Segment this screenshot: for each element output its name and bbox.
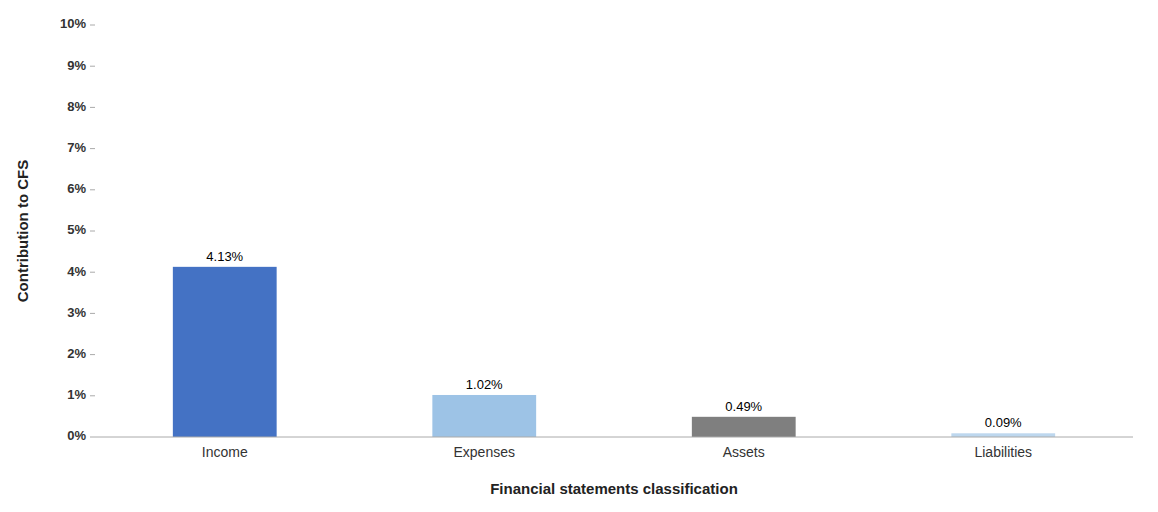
y-tick <box>90 354 95 355</box>
data-label: 1.02% <box>466 377 503 392</box>
y-tick <box>90 437 95 438</box>
y-tick <box>90 107 95 108</box>
y-tick-label: 2% <box>67 346 86 361</box>
bars <box>173 267 1055 437</box>
y-tick-label: 1% <box>67 387 86 402</box>
y-tick <box>90 148 95 149</box>
y-tick <box>90 272 95 273</box>
y-tick-label: 7% <box>67 140 86 155</box>
y-tick-label: 8% <box>67 99 86 114</box>
y-tick-label: 0% <box>67 428 86 443</box>
y-tick <box>90 189 95 190</box>
y-tick <box>90 25 95 26</box>
x-tick-label: Income <box>202 444 248 460</box>
data-label: 4.13% <box>206 249 243 264</box>
y-axis: 0% 1% 2% 3% 4% 5% 6% 7% 8% 9% 10% <box>60 16 95 443</box>
y-tick-label: 9% <box>67 58 86 73</box>
y-tick-label: 3% <box>67 305 86 320</box>
x-axis-line <box>95 437 1133 438</box>
x-tick-label: Expenses <box>454 444 515 460</box>
y-tick-label: 5% <box>67 222 86 237</box>
y-axis-label: Contribution to CFS <box>14 160 31 302</box>
y-tick <box>90 231 95 232</box>
bar <box>692 417 796 437</box>
y-tick <box>90 395 95 396</box>
data-labels: 4.13% 1.02% 0.49% 0.09% <box>206 249 1022 430</box>
data-label: 0.49% <box>725 399 762 414</box>
x-tick-label: Assets <box>723 444 765 460</box>
y-tick-label: 4% <box>67 264 86 279</box>
x-axis-label: Financial statements classification <box>490 480 738 497</box>
x-tick-label: Liabilities <box>974 444 1032 460</box>
y-tick <box>90 313 95 314</box>
chart: 0% 1% 2% 3% 4% 5% 6% 7% 8% 9% 10% 4.13% 1.02% 0.49% 0.… <box>0 0 1158 512</box>
bar <box>951 433 1055 437</box>
data-label: 0.09% <box>985 415 1022 430</box>
y-tick-label: 6% <box>67 181 86 196</box>
x-axis: Income Expenses Assets Liabilities <box>95 437 1133 460</box>
bar <box>432 395 536 437</box>
y-tick-label: 10% <box>60 16 86 31</box>
y-tick <box>90 66 95 67</box>
bar <box>173 267 277 437</box>
